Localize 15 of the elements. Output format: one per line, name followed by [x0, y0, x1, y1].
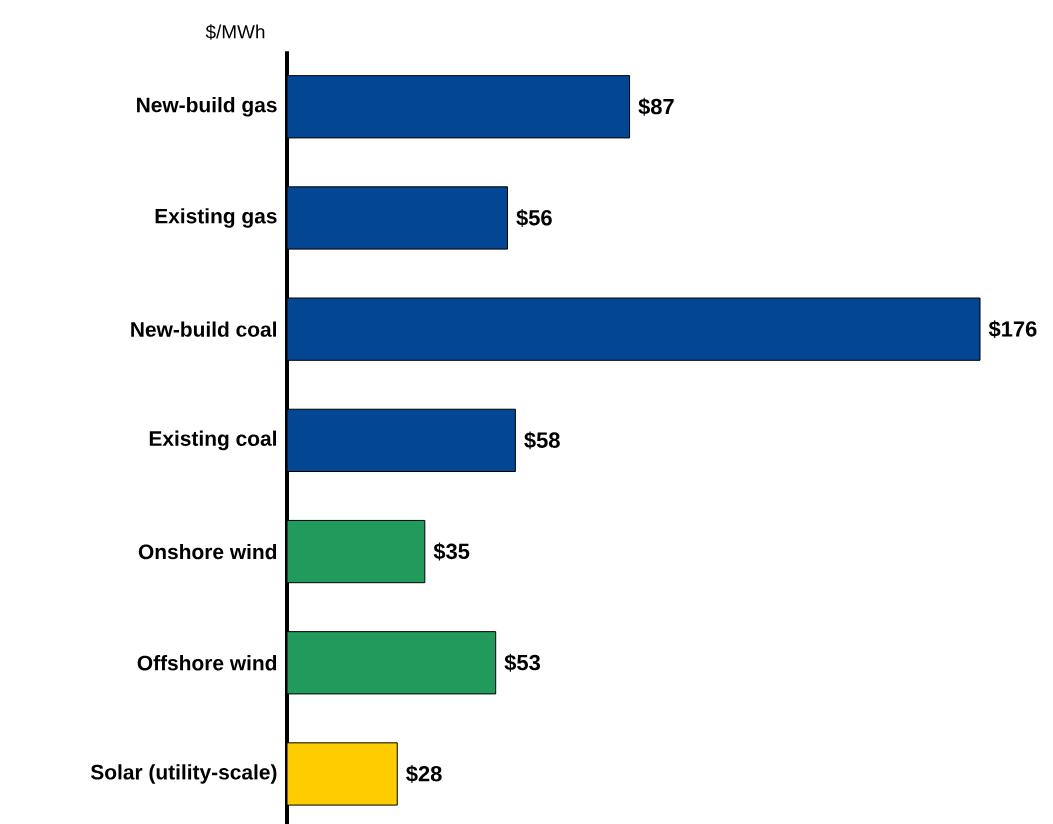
- y-tick-label: Existing gas: [155, 208, 277, 228]
- y-axis-title: $/MWh: [205, 24, 265, 40]
- data-label: $58: [524, 431, 560, 450]
- data-label: $56: [516, 209, 552, 227]
- y-tick-label: Offshore wind: [137, 655, 277, 671]
- data-label: $35: [433, 542, 470, 561]
- y-tick-label: Onshore wind: [138, 543, 277, 560]
- y-tick-label: New-build coal: [131, 321, 276, 337]
- data-label: $53: [504, 653, 540, 672]
- data-label: $28: [406, 765, 442, 783]
- data-label: $176: [988, 320, 1037, 339]
- data-label: $87: [638, 97, 674, 116]
- y-tick-label: New-build gas: [137, 96, 277, 117]
- y-tick-label: Solar (utility-scale): [90, 764, 277, 784]
- y-tick-label: Existing coal: [149, 430, 276, 451]
